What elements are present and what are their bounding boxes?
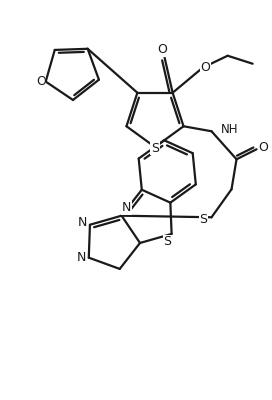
Text: S: S: [164, 236, 172, 248]
Text: O: O: [201, 61, 211, 74]
Text: S: S: [200, 213, 208, 226]
Text: N: N: [77, 251, 86, 264]
Text: O: O: [259, 141, 268, 154]
Text: S: S: [151, 142, 159, 154]
Text: O: O: [158, 43, 168, 56]
Text: NH: NH: [221, 123, 238, 136]
Text: O: O: [36, 75, 46, 88]
Text: N: N: [122, 201, 131, 214]
Text: N: N: [78, 216, 88, 229]
